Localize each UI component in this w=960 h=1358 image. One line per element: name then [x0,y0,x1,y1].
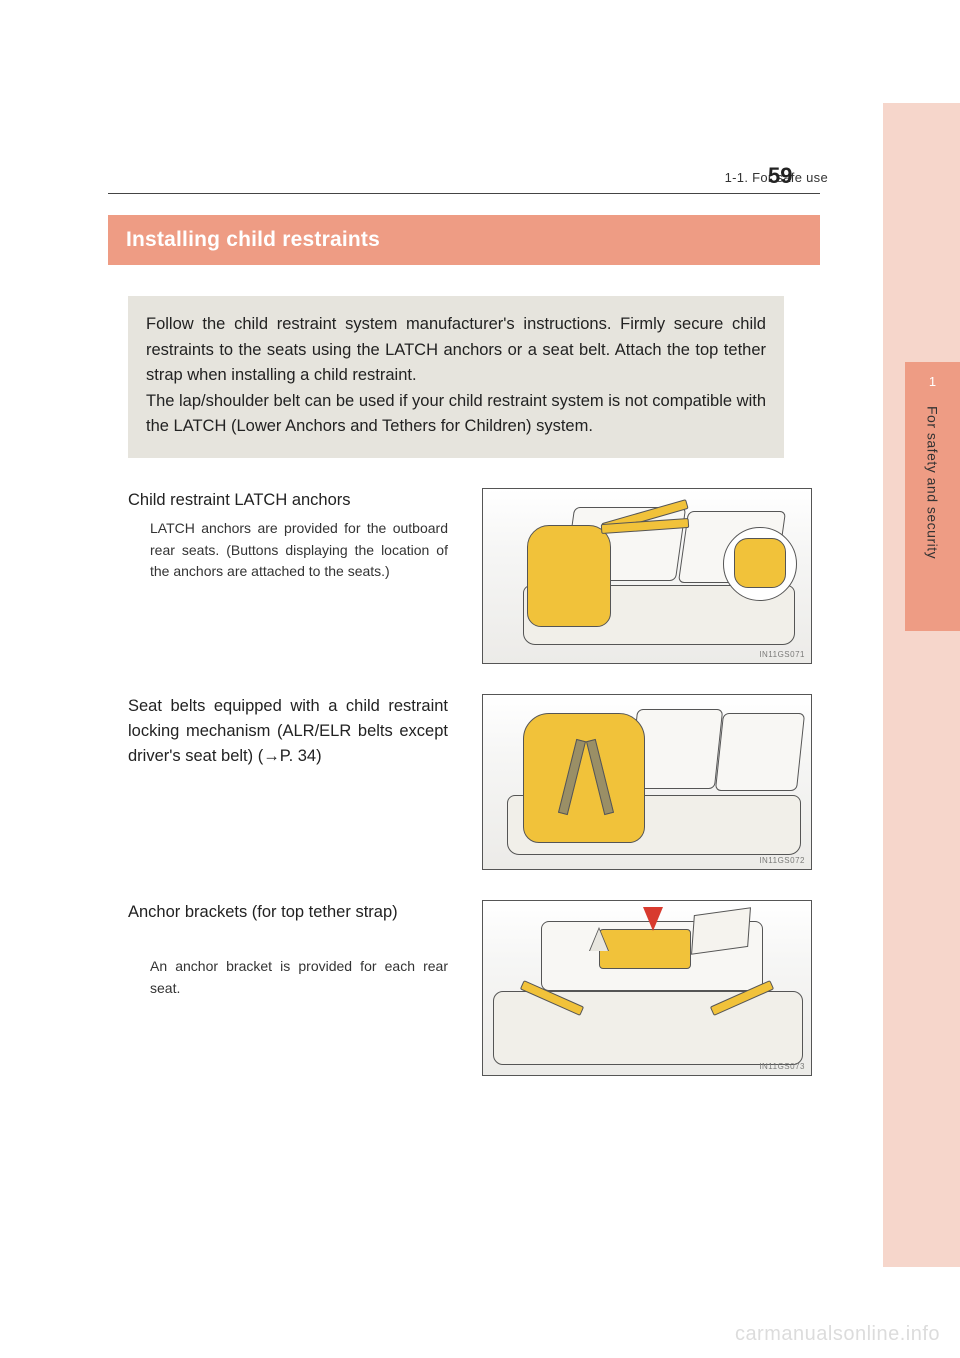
figure-code: IN11GS073 [759,1062,805,1071]
header-rule [108,193,820,194]
item-subtext: An anchor bracket is provided for each r… [150,956,448,999]
list-item: Child restraint LATCH anchors LATCH anch… [128,488,812,674]
side-tab-outer [883,103,960,1267]
section-heading-text: Installing child restraints [126,228,380,252]
watermark: carmanualsonline.info [735,1323,940,1346]
figure-code: IN11GS071 [759,650,805,659]
intro-text: Follow the child restraint system manufa… [146,315,766,435]
item-title: Seat belts equipped with a child restrai… [128,694,448,768]
list-item: Anchor brackets (for top tether strap) A… [128,900,812,1086]
section-heading: Installing child restraints [108,215,820,265]
item-list: Child restraint LATCH anchors LATCH anch… [128,488,812,1106]
item-subtext: LATCH anchors are provided for the outbo… [150,518,448,583]
chapter-number: 1 [929,374,936,389]
side-tab-inner: 1 For safety and security [905,362,960,631]
figure-latch-anchors: IN11GS071 [482,488,812,664]
figure-anchor-bracket: IN11GS073 [482,900,812,1076]
list-item: Seat belts equipped with a child restrai… [128,694,812,880]
intro-box: Follow the child restraint system manufa… [128,296,784,458]
page-number: 59 [768,163,792,189]
item-title: Child restraint LATCH anchors [128,488,448,513]
item-title: Anchor brackets (for top tether strap) [128,900,448,925]
figure-seat-belt: IN11GS072 [482,694,812,870]
callout-icon [723,527,797,601]
arrow-down-icon [643,907,663,931]
chapter-label: For safety and security [925,406,941,559]
figure-code: IN11GS072 [759,856,805,865]
